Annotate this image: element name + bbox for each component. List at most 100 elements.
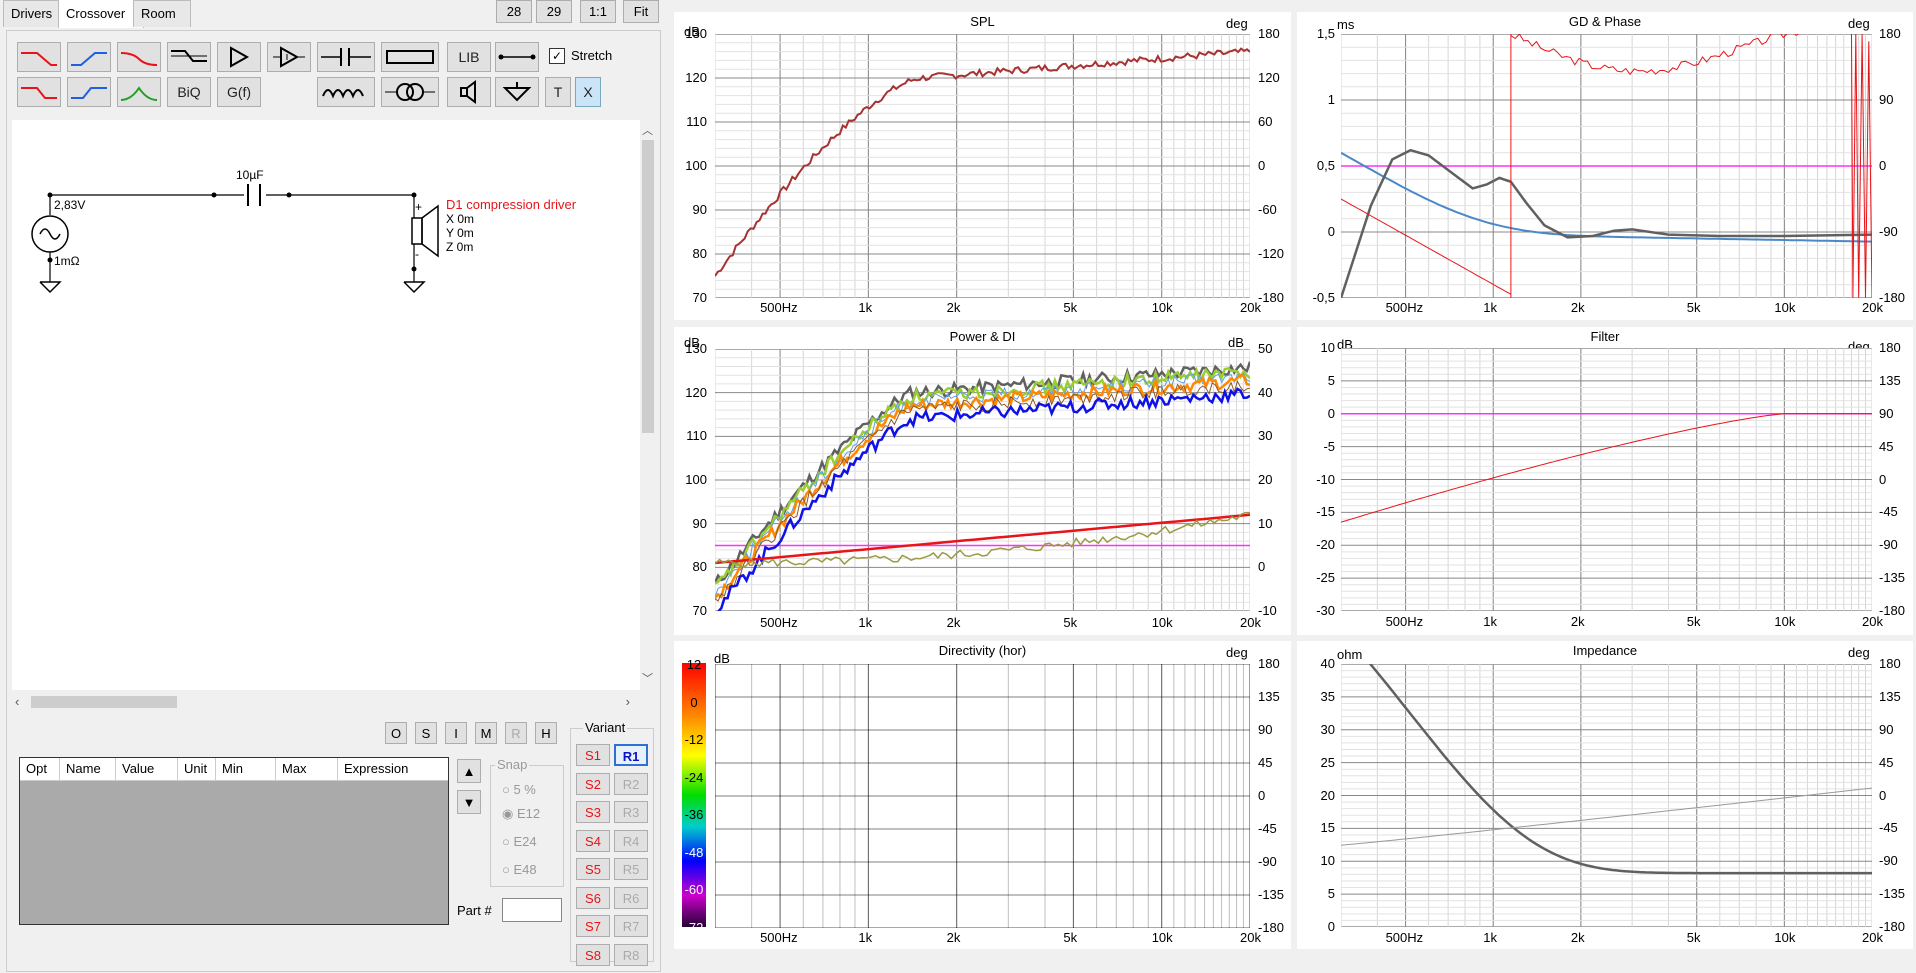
lowpass-1st-button[interactable] <box>17 77 61 107</box>
snap-option-e48[interactable]: ○ E48 <box>502 862 537 877</box>
x-tick-label: 20k <box>1240 615 1261 630</box>
move-up-button[interactable]: ▲ <box>457 759 481 783</box>
y-tick-label: 1,5 <box>1316 26 1335 41</box>
y2-tick-label: -90 <box>1879 537 1898 553</box>
amplifier-button[interactable] <box>217 42 261 72</box>
horizontal-scrollbar[interactable]: ‹ › <box>12 694 640 710</box>
tab-room[interactable]: Room <box>133 0 191 27</box>
variant-r8-button[interactable]: R8 <box>614 943 648 966</box>
y-tick-label: 5 <box>1327 886 1335 902</box>
x-tick-label: 20k <box>1862 930 1883 945</box>
optimize-r-button[interactable]: R <box>505 722 527 744</box>
zoom-28-button[interactable]: 28 <box>496 0 532 23</box>
wire-button[interactable] <box>495 42 539 72</box>
capacitor-button[interactable] <box>317 42 375 72</box>
power-di-plot[interactable] <box>715 349 1250 611</box>
col-unit[interactable]: Unit <box>178 758 216 780</box>
scroll-down-icon[interactable]: ﹀ <box>642 673 653 685</box>
optimize-h-button[interactable]: H <box>535 722 557 744</box>
spl-plot[interactable] <box>715 34 1250 298</box>
scroll-up-icon[interactable]: ︿ <box>642 125 653 137</box>
biquad-button[interactable]: BiQ <box>167 77 211 107</box>
variant-s7-button[interactable]: S7 <box>576 915 610 937</box>
text-button[interactable]: T <box>545 77 571 107</box>
tab-drivers[interactable]: Drivers <box>3 0 65 27</box>
variant-r6-button[interactable]: R6 <box>614 886 648 909</box>
parameter-table[interactable]: Opt Name Value Unit Min Max Expression <box>19 757 449 925</box>
col-name[interactable]: Name <box>60 758 116 780</box>
snap-option-e24[interactable]: ○ E24 <box>502 834 537 849</box>
highpass-1st-button[interactable] <box>67 77 111 107</box>
variant-r5-button[interactable]: R5 <box>614 858 648 880</box>
zoom-1to1-button[interactable]: 1:1 <box>580 0 616 23</box>
schematic-canvas[interactable]: 2,83V 1mΩ 10µF + - D1 compression driver… <box>12 120 640 690</box>
col-value[interactable]: Value <box>116 758 178 780</box>
gd-phase-plot[interactable] <box>1341 34 1872 298</box>
vertical-scrollbar[interactable]: ︿ ﹀ <box>640 120 656 690</box>
tab-crossover[interactable]: Crossover <box>58 0 144 28</box>
lowpass-filter-button[interactable] <box>17 42 61 72</box>
highpass-filter-button[interactable] <box>67 42 111 72</box>
y-tick-label: 80 <box>692 559 707 575</box>
optimize-m-button[interactable]: M <box>475 722 497 744</box>
inductor-button[interactable] <box>317 77 375 107</box>
vertical-scroll-thumb[interactable] <box>642 140 654 433</box>
y2-tick-label: 0 <box>1879 158 1887 173</box>
scroll-right-icon[interactable]: › <box>625 694 630 709</box>
y-tick-label: 0 <box>1327 224 1335 239</box>
variant-s8-button[interactable]: S8 <box>576 943 610 966</box>
phase-wrap <box>1851 34 1872 298</box>
col-expression[interactable]: Expression <box>344 761 409 776</box>
delete-button[interactable]: X <box>575 77 601 107</box>
ground-button[interactable] <box>495 77 539 107</box>
driver-y-label: Y 0m <box>446 226 474 240</box>
y2-tick-label: 180 <box>1258 26 1280 41</box>
variant-r4-button[interactable]: R4 <box>614 829 648 852</box>
transformer-button[interactable] <box>381 77 439 107</box>
transfer-function-button[interactable]: G(f) <box>217 77 261 107</box>
move-down-button[interactable]: ▼ <box>457 790 481 814</box>
zoom-fit-button[interactable]: Fit <box>623 0 659 23</box>
library-button[interactable]: LIB <box>447 42 491 72</box>
variant-r3-button[interactable]: R3 <box>614 801 648 823</box>
x-tick-label: 2k <box>1570 300 1585 315</box>
directivity-heatmap[interactable] <box>715 664 1250 928</box>
optimize-s-button[interactable]: S <box>415 722 437 744</box>
filter-plot[interactable] <box>1341 348 1872 611</box>
buffer-button[interactable] <box>267 42 311 72</box>
snap-option-e12[interactable]: ◉ E12 <box>502 806 541 821</box>
bandpass-button[interactable] <box>117 77 161 107</box>
y-tick-label: 0 <box>1327 919 1335 934</box>
col-opt[interactable]: Opt <box>20 758 60 780</box>
variant-r2-button[interactable]: R2 <box>614 772 648 795</box>
driver-name-label[interactable]: D1 compression driver <box>446 197 577 212</box>
scroll-left-icon[interactable]: ‹ <box>15 694 20 709</box>
shelf-filter-button[interactable] <box>167 42 211 72</box>
impedance-graph-title: Impedance <box>1572 643 1638 658</box>
variant-s6-button[interactable]: S6 <box>576 886 610 909</box>
variant-s4-button[interactable]: S4 <box>576 829 610 852</box>
snap-option-5pct[interactable]: ○ 5 % <box>502 782 536 797</box>
y2-tick-label: -135 <box>1879 886 1906 902</box>
stretch-checkbox[interactable]: ✓ <box>549 48 565 64</box>
part-number-input[interactable] <box>502 898 562 922</box>
variant-s1-button[interactable]: S1 <box>576 744 610 766</box>
zoom-29-button[interactable]: 29 <box>536 0 572 23</box>
resistor-button[interactable] <box>381 42 439 72</box>
notch-filter-button[interactable] <box>117 42 161 72</box>
x-tick-label: 1k <box>1483 930 1497 945</box>
speaker-button[interactable] <box>447 77 491 107</box>
optimize-i-button[interactable]: I <box>445 722 467 744</box>
variant-r1-button[interactable]: R1 <box>614 744 648 766</box>
impedance-plot[interactable] <box>1341 664 1872 927</box>
variant-s3-button[interactable]: S3 <box>576 801 610 823</box>
col-max[interactable]: Max <box>276 758 338 780</box>
variant-s2-button[interactable]: S2 <box>576 772 610 795</box>
variant-r7-button[interactable]: R7 <box>614 915 648 937</box>
filter-graph-panel: Filter dB deg 10 5 0 -5 -10 -15 -20 -25 -30 180 13… <box>1297 327 1913 635</box>
optimize-o-button[interactable]: O <box>385 722 407 744</box>
horizontal-scroll-thumb[interactable] <box>31 696 177 708</box>
source-resistance-label: 1mΩ <box>54 254 80 268</box>
variant-s5-button[interactable]: S5 <box>576 858 610 880</box>
col-min[interactable]: Min <box>216 758 276 780</box>
